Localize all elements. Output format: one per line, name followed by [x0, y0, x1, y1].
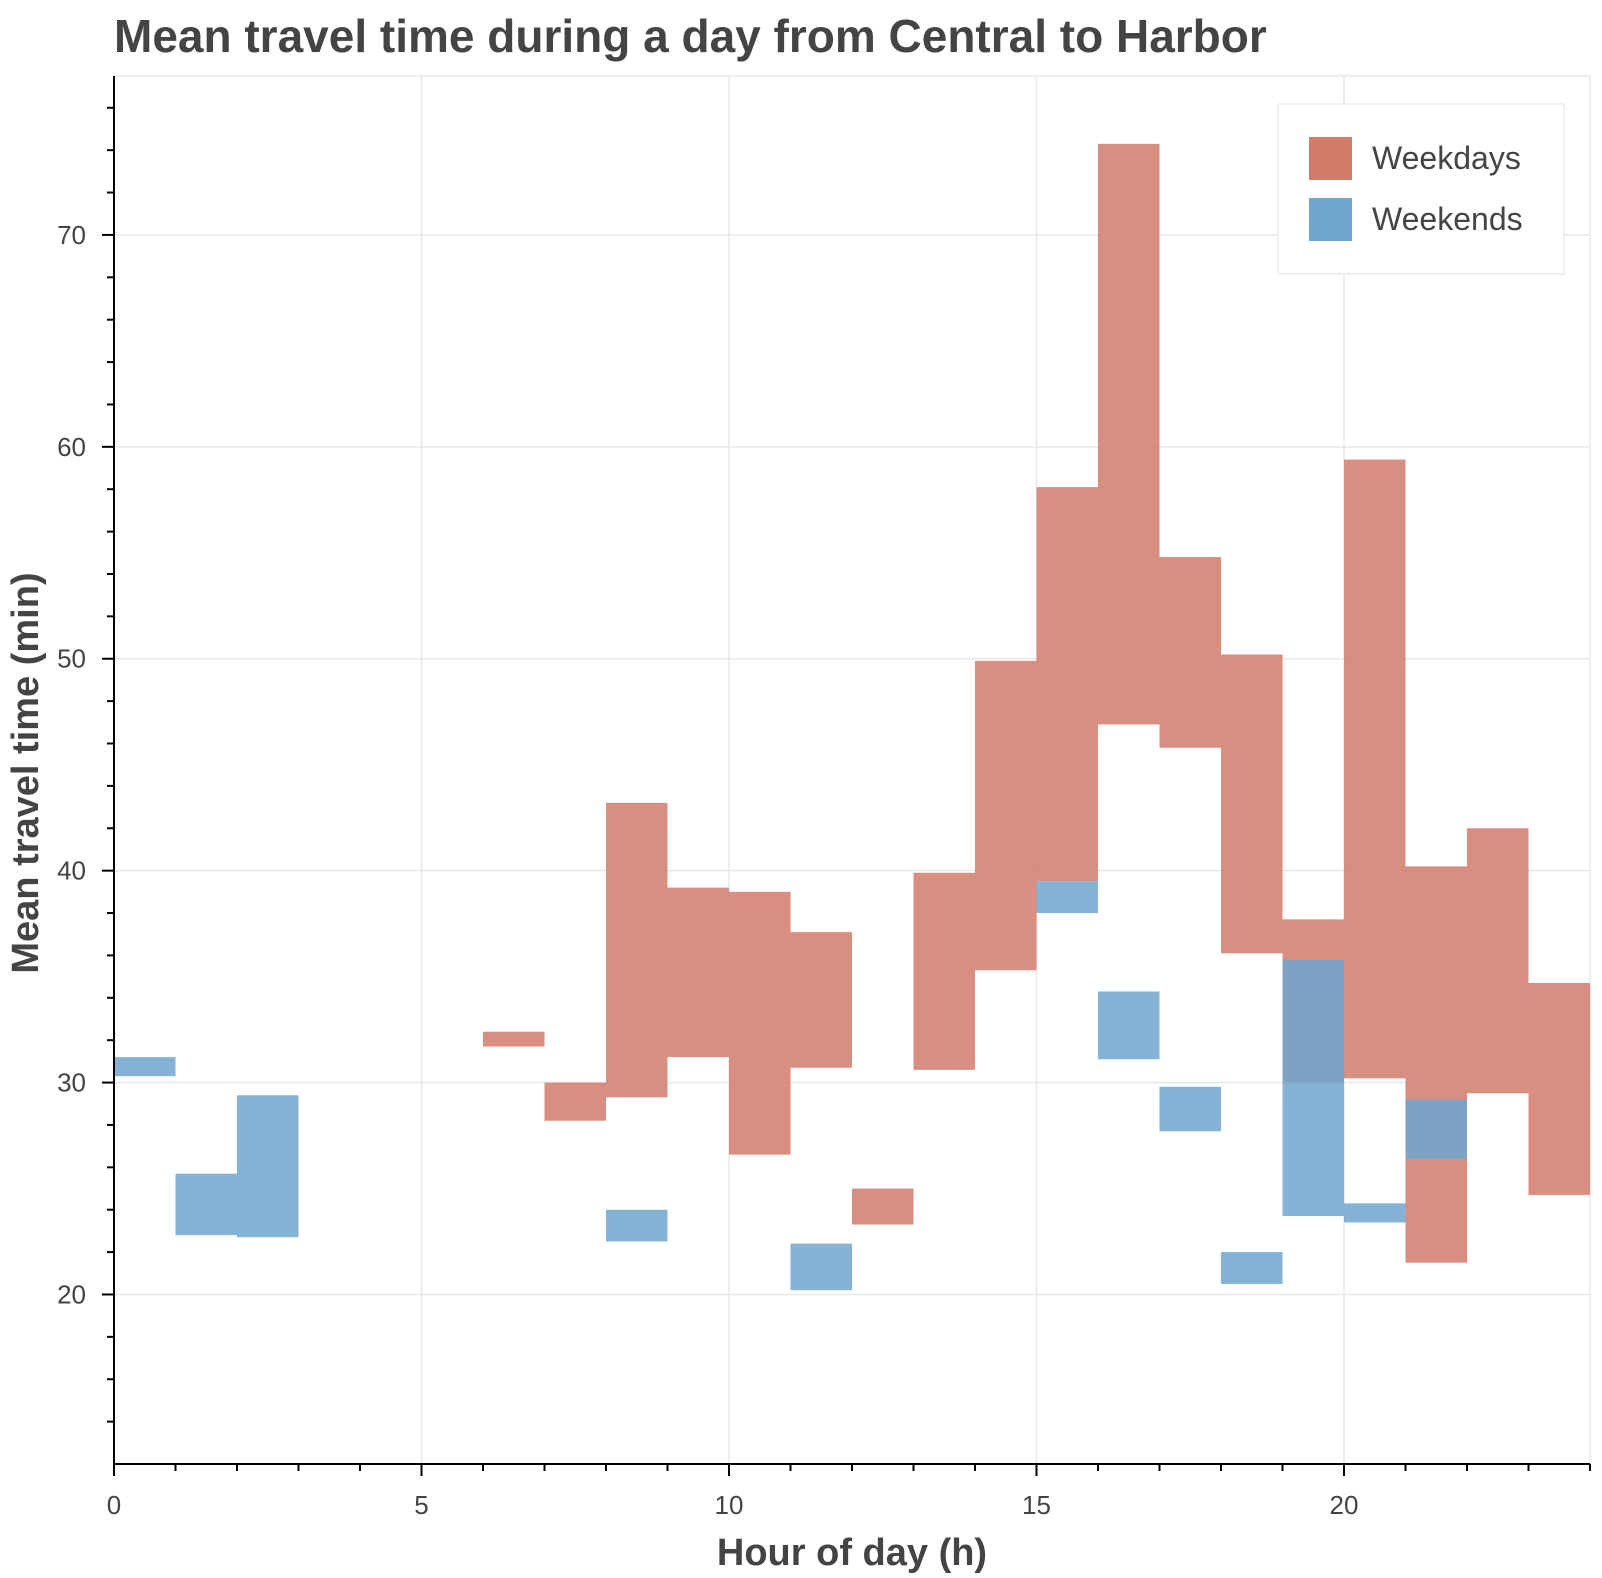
bar-weekdays	[1467, 828, 1529, 1094]
bar-weekdays	[483, 1031, 545, 1047]
y-tick-label: 50	[57, 644, 86, 674]
bar-weekdays	[1036, 487, 1098, 882]
legend: Weekdays Weekends	[1277, 103, 1565, 275]
bar-weekends	[1036, 881, 1098, 914]
y-tick-label: 60	[57, 432, 86, 462]
bar-weekdays	[1405, 866, 1467, 1263]
bars-layer	[114, 143, 1590, 1291]
bar-weekends	[606, 1209, 668, 1242]
bar-weekdays	[1159, 557, 1221, 748]
y-axis-label: Mean travel time (min)	[5, 572, 47, 973]
y-tick-label: 20	[57, 1279, 86, 1309]
x-tick-label: 20	[1330, 1490, 1359, 1520]
bar-weekdays	[913, 872, 975, 1070]
legend-label-weekends: Weekends	[1372, 201, 1523, 237]
bar-weekends	[237, 1095, 299, 1238]
bar-weekdays	[729, 891, 791, 1155]
bar-weekdays	[667, 887, 729, 1058]
x-tick-label: 15	[1022, 1490, 1051, 1520]
bar-weekends	[1221, 1252, 1283, 1284]
bar-weekdays	[790, 932, 852, 1068]
chart-title: Mean travel time during a day from Centr…	[114, 10, 1267, 62]
bar-weekends	[1405, 1099, 1467, 1159]
bar-weekdays	[1528, 982, 1590, 1195]
bar-weekends	[1159, 1086, 1221, 1132]
bar-weekdays	[975, 660, 1037, 971]
axes	[102, 76, 1591, 1476]
legend-swatch-weekends	[1309, 198, 1352, 241]
legend-label-weekdays: Weekdays	[1372, 140, 1521, 176]
bar-weekends	[114, 1057, 176, 1077]
y-tick-label: 40	[57, 856, 86, 886]
bar-weekdays	[852, 1188, 914, 1225]
bar-weekdays	[1098, 143, 1160, 725]
bar-weekends	[1282, 959, 1344, 1217]
bar-weekends	[175, 1173, 237, 1236]
bar-weekdays	[1344, 459, 1406, 1079]
legend-box	[1277, 103, 1565, 275]
tick-labels: 0 5 10 15 20 20 30 40 50 60 70	[57, 220, 1358, 1520]
bar-weekdays	[606, 802, 668, 1098]
x-tick-label: 10	[715, 1490, 744, 1520]
x-axis-label: Hour of day (h)	[717, 1532, 987, 1574]
legend-swatch-weekdays	[1309, 137, 1352, 180]
bar-weekdays	[1221, 654, 1283, 954]
bar-weekends	[790, 1243, 852, 1291]
y-tick-label: 70	[57, 220, 86, 250]
x-tick-label: 5	[414, 1490, 428, 1520]
bar-weekends	[1098, 991, 1160, 1060]
y-tick-label: 30	[57, 1068, 86, 1098]
bar-weekends	[1344, 1203, 1406, 1223]
bar-weekdays	[544, 1082, 606, 1121]
x-tick-label: 0	[107, 1490, 121, 1520]
